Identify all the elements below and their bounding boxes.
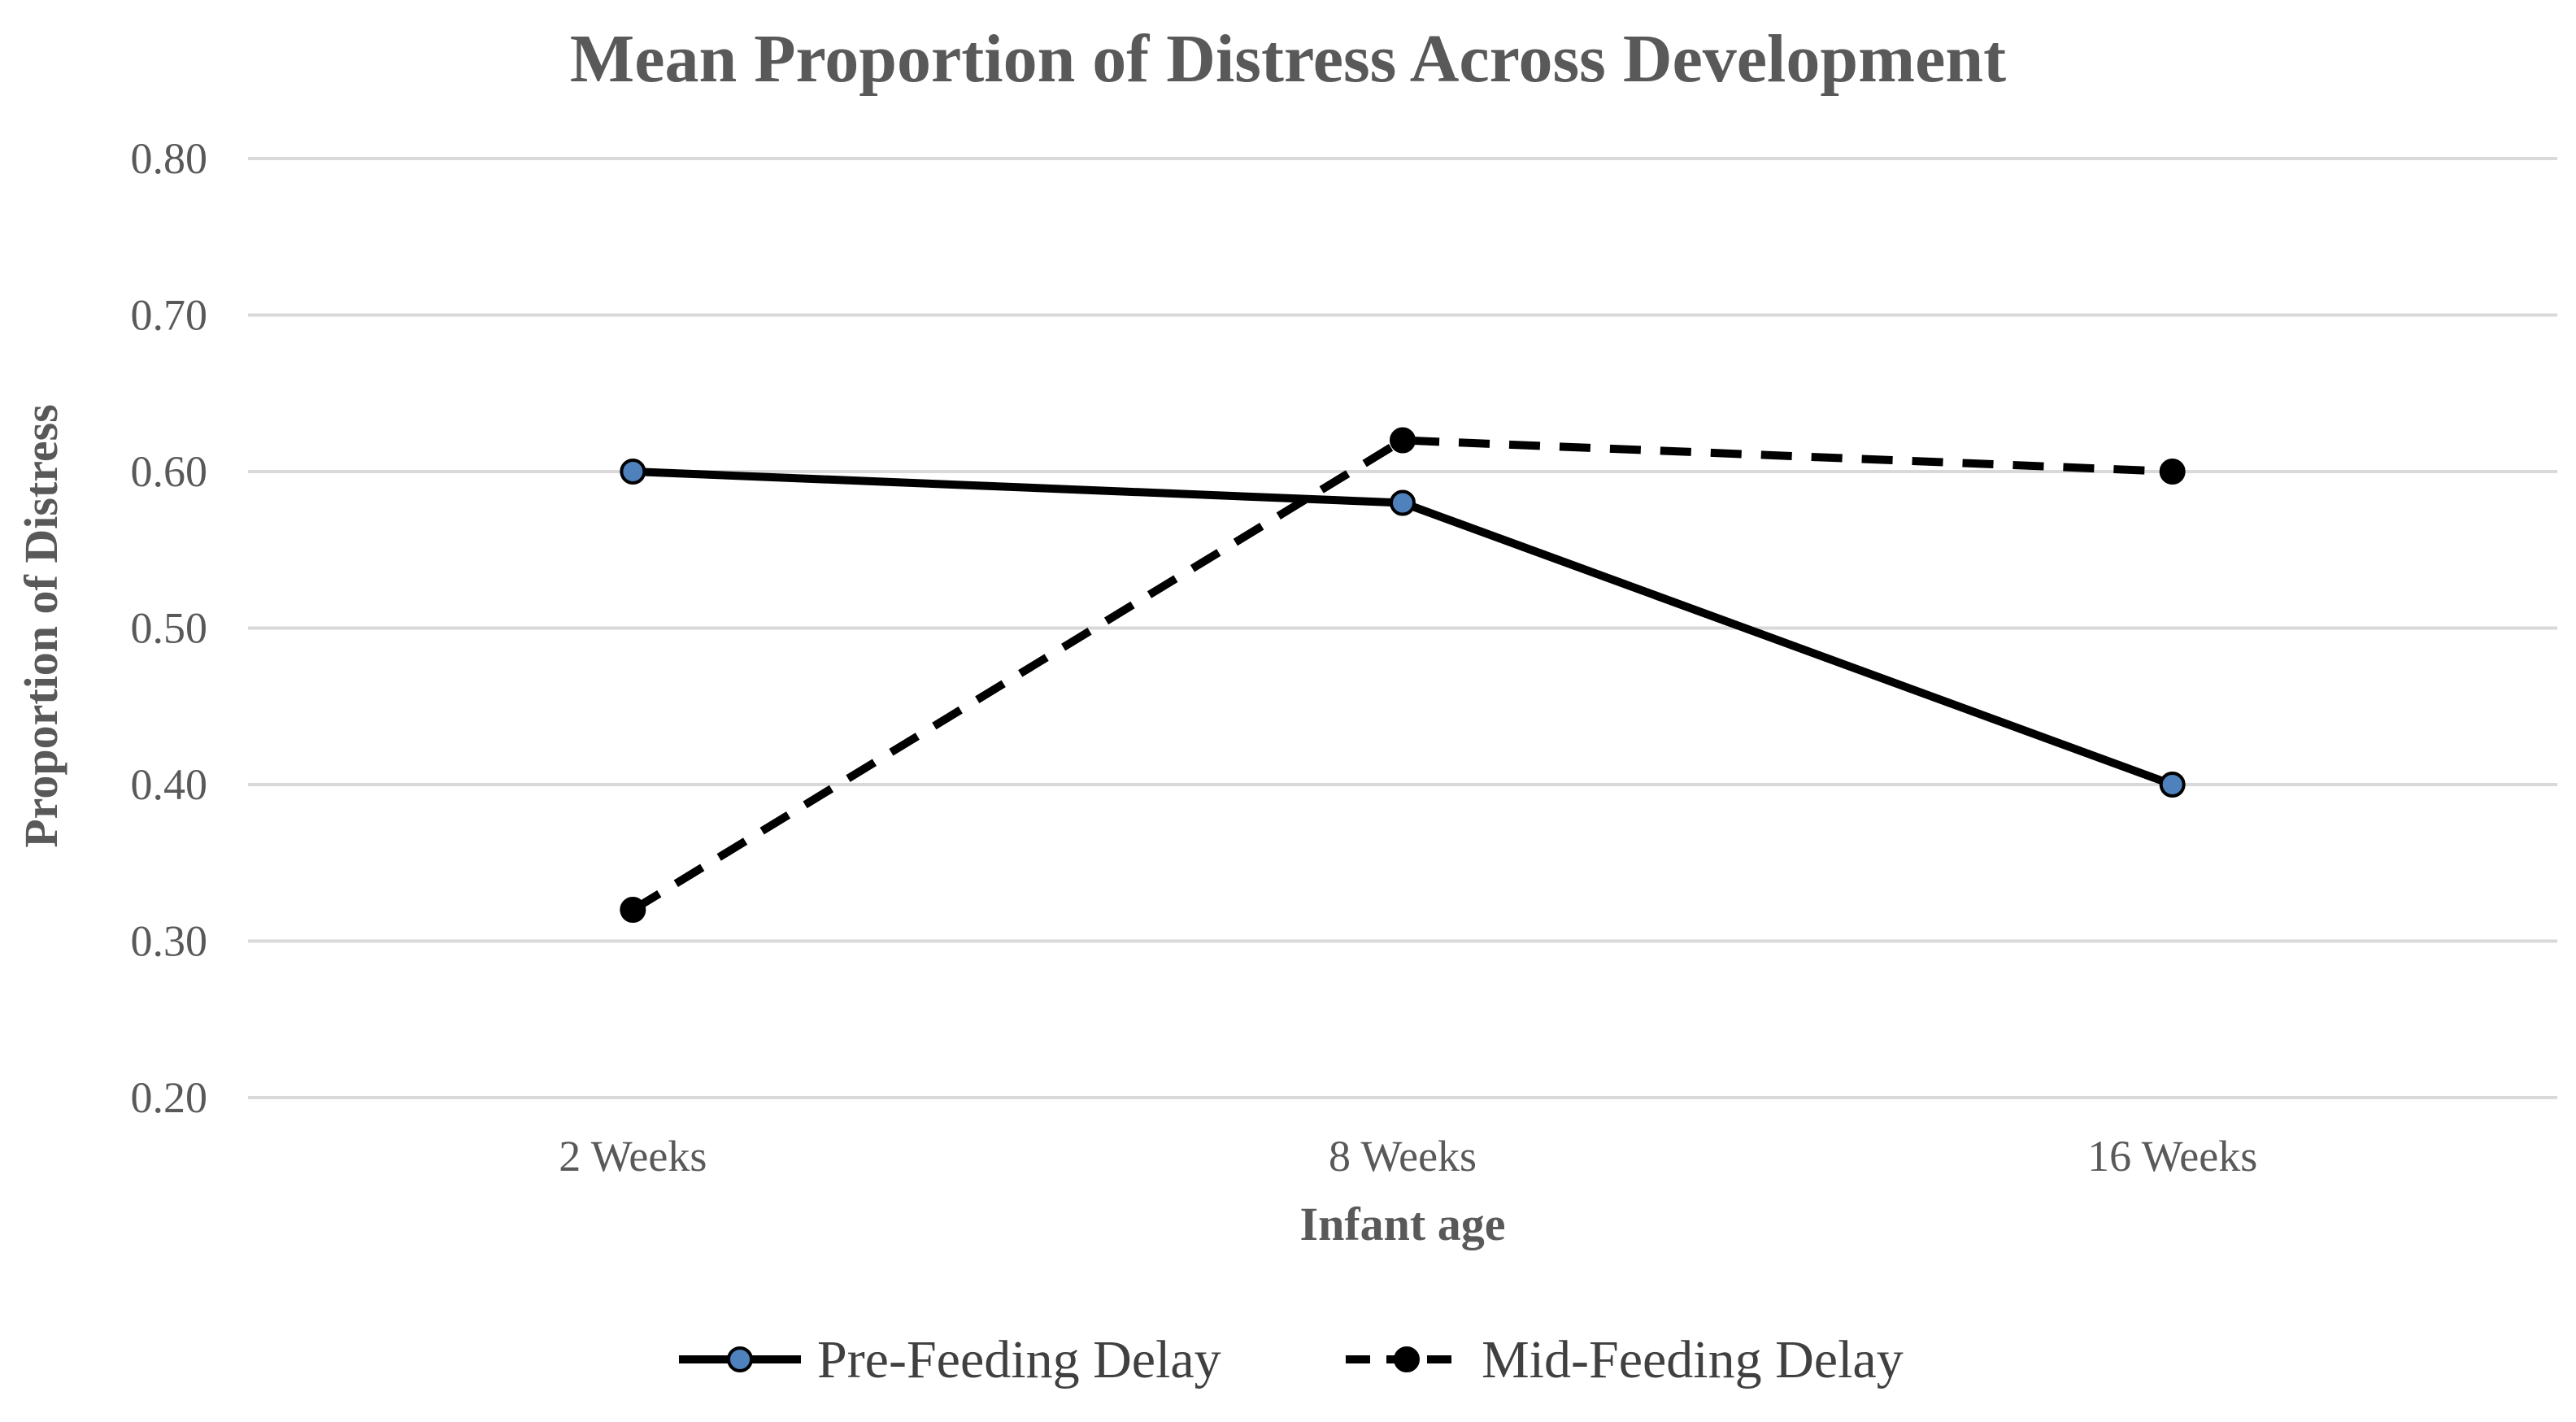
series-line-mid-feeding-delay bbox=[630, 436, 2173, 914]
data-point-pre-feeding-delay bbox=[1390, 489, 1416, 516]
legend-marker bbox=[1394, 1346, 1420, 1372]
y-tick-label: 0.70 bbox=[131, 291, 208, 340]
legend: Pre-Feeding Delay Mid-Feeding Delay bbox=[679, 1330, 1904, 1389]
y-tick-label: 0.30 bbox=[131, 917, 208, 966]
x-tick-label: 2 Weeks bbox=[559, 1132, 707, 1181]
y-tick-label: 0.60 bbox=[131, 447, 208, 496]
data-point-mid-feeding-delay bbox=[620, 897, 646, 923]
y-tick-label: 0.20 bbox=[131, 1073, 208, 1122]
x-tick-label: 8 Weeks bbox=[1329, 1132, 1477, 1181]
y-axis-label: Proportion of Distress bbox=[15, 404, 67, 848]
legend-label: Pre-Feeding Delay bbox=[817, 1330, 1221, 1389]
chart-title: Mean Proportion of Distress Across Devel… bbox=[570, 21, 2006, 97]
data-point-pre-feeding-delay bbox=[2159, 772, 2186, 798]
x-axis-ticks: 2 Weeks 8 Weeks 16 Weeks bbox=[559, 1132, 2257, 1181]
data-point-pre-feeding-delay bbox=[620, 459, 646, 485]
y-tick-label: 0.40 bbox=[131, 760, 208, 809]
x-tick-label: 16 Weeks bbox=[2087, 1132, 2257, 1181]
legend-marker bbox=[727, 1346, 753, 1372]
gridlines bbox=[248, 157, 2557, 1099]
series-markers bbox=[620, 427, 2186, 923]
data-point-mid-feeding-delay bbox=[2159, 459, 2186, 485]
y-tick-label: 0.80 bbox=[131, 134, 208, 183]
x-axis-label: Infant age bbox=[1300, 1198, 1506, 1250]
legend-label: Mid-Feeding Delay bbox=[1482, 1330, 1904, 1389]
y-axis-ticks: 0.20 0.30 0.40 0.50 0.60 0.70 0.80 bbox=[131, 134, 208, 1122]
data-point-mid-feeding-delay bbox=[1390, 427, 1416, 454]
y-tick-label: 0.50 bbox=[131, 604, 208, 653]
